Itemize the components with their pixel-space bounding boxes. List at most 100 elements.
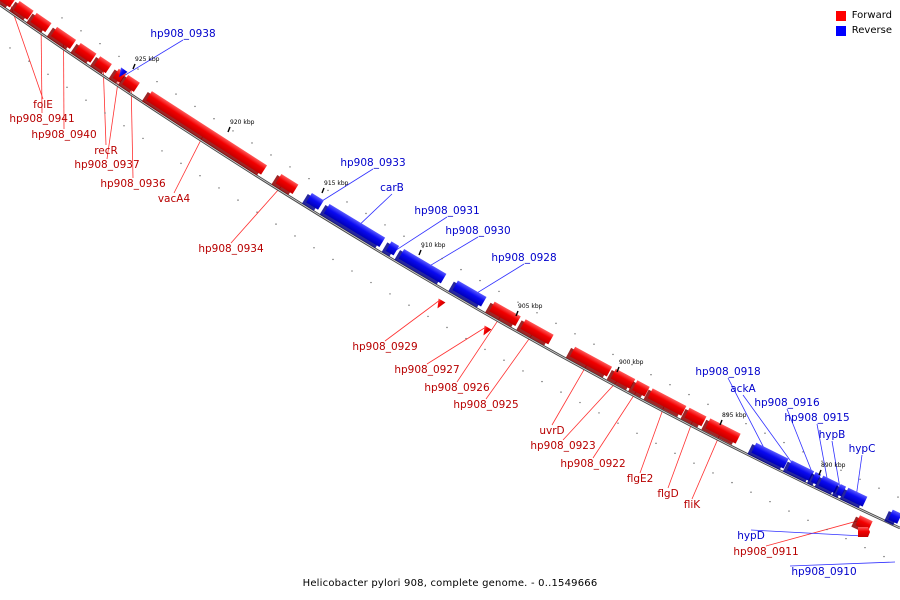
leader-recR <box>102 60 107 146</box>
gene-label-hp908_0916: hp908_0916 <box>754 397 820 409</box>
gene-label-hp908_0928: hp908_0928 <box>491 252 556 264</box>
gene-label-hypC: hypC <box>849 443 876 455</box>
legend: Forward Reverse <box>835 8 892 38</box>
gene-label-uvrD: uvrD <box>539 425 564 437</box>
leader-hp908_0928 <box>469 263 525 298</box>
gene-carB <box>319 203 386 249</box>
gene-hypD <box>858 527 870 537</box>
gene-hp908_0940 <box>46 26 77 50</box>
gene-label-hp908_0922: hp908_0922 <box>560 458 625 470</box>
gene-hp908_0941 <box>26 12 52 33</box>
legend-forward: Forward <box>835 8 892 23</box>
gene-unlabeled <box>9 1 34 21</box>
gene-hypC <box>839 487 868 509</box>
kbp-tick-mark <box>418 249 422 256</box>
leader-ackA <box>742 394 801 475</box>
gene-label-hp908_0918: hp908_0918 <box>695 366 760 378</box>
leader-hypB <box>831 440 842 495</box>
gene-hp908_0931 <box>381 241 400 257</box>
label-leader-lines <box>8 0 896 567</box>
gene-fliK <box>701 418 741 445</box>
reverse-swatch <box>835 25 846 36</box>
gene-hp908_0915 <box>814 475 840 495</box>
gene-label-hp908_0911: hp908_0911 <box>733 546 798 558</box>
kbp-tick-label: 900 kbp <box>619 359 644 366</box>
gene-recR <box>89 56 112 74</box>
gene-label-hp908_0923: hp908_0923 <box>530 440 595 452</box>
gene-label-hp908_0910: hp908_0910 <box>791 566 856 578</box>
kbp-tick-mark <box>616 366 620 373</box>
leader-hp908_0925 <box>485 327 538 400</box>
gene-label-hypB: hypB <box>819 429 846 441</box>
leader-hp908_0927 <box>426 326 487 365</box>
leader-hp908_0929 <box>384 299 441 342</box>
gene-label-hp908_0926: hp908_0926 <box>424 382 490 394</box>
gene-label-hp908_0930: hp908_0930 <box>445 225 510 237</box>
gene-hp908_0926 <box>485 301 521 328</box>
leader-hp908_0926 <box>456 309 506 383</box>
legend-reverse: Reverse <box>835 23 892 38</box>
leader-hp908_0938 <box>121 39 184 78</box>
gene-label-hp908_0940: hp908_0940 <box>31 129 96 141</box>
kbp-tick-label: 890 kbp <box>821 462 846 469</box>
leader-hp908_0918 <box>727 377 771 460</box>
gene-label-hp908_0925: hp908_0925 <box>453 399 518 411</box>
leader-hp908_0930 <box>422 236 479 271</box>
gene-label-hp908_0941: hp908_0941 <box>9 113 74 125</box>
gene-vacA4 <box>141 91 268 176</box>
gene-hp908_0936 <box>117 74 140 93</box>
kbp-tick-mark <box>515 310 519 317</box>
gene-hp908_0930 <box>394 249 447 285</box>
gene-flgE2 <box>643 388 687 418</box>
gene-label-hp908_0938: hp908_0938 <box>150 28 215 40</box>
gene-label-hp908_0937: hp908_0937 <box>74 159 139 171</box>
gene-hp908_0929 <box>437 298 446 309</box>
gene-ackA <box>782 460 815 483</box>
kbp-tick-mark <box>132 63 136 70</box>
gene-label-fliK: fliK <box>684 499 702 511</box>
kbp-tick-mark <box>227 126 231 133</box>
forward-swatch <box>835 10 846 21</box>
gene-label-flgE2: flgE2 <box>627 473 654 485</box>
gene-hp908_0934 <box>271 174 299 195</box>
kbp-ticks: 925 kbp 920 kbp 915 kbp 910 kbp 905 kbp 900 k… <box>132 56 846 476</box>
gene-label-hp908_0927: hp908_0927 <box>394 364 459 376</box>
gene-hp908_0916 <box>806 471 822 486</box>
genome-caption: Helicobacter pylori 908, complete genome… <box>302 578 598 589</box>
legend-forward-label: Forward <box>851 10 892 21</box>
gene-features <box>0 0 900 537</box>
gene-label-ackA: ackA <box>730 383 756 395</box>
gene-unlabeled <box>884 509 900 526</box>
gene-hp908_0923 <box>606 368 636 391</box>
gene-label-hp908_0915: hp908_0915 <box>784 412 849 424</box>
kbp-tick-label: 895 kbp <box>722 412 747 419</box>
gene-label-hp908_0929: hp908_0929 <box>352 341 417 353</box>
leader-hp908_0910-ext <box>789 561 896 567</box>
gene-label-hp908_0931: hp908_0931 <box>414 205 479 217</box>
gene-hp908_0927 <box>483 325 492 336</box>
kbp-tick-label: 910 kbp <box>421 242 446 249</box>
gene-hp908_0925 <box>516 319 554 346</box>
gene-label-hypD: hypD <box>737 530 765 542</box>
scale-dots <box>9 17 899 558</box>
gene-label-carB: carB <box>380 182 404 194</box>
kbp-tick-label: 925 kbp <box>135 56 160 63</box>
kbp-tick-label: 905 kbp <box>518 303 543 310</box>
legend-reverse-label: Reverse <box>851 25 892 36</box>
gene-hp908_0933 <box>302 193 324 211</box>
gene-label-folE: folE <box>33 99 53 111</box>
gene-label-hp908_0933: hp908_0933 <box>340 157 405 169</box>
leader-hp908_0922 <box>592 384 642 459</box>
kbp-tick-mark <box>719 419 723 426</box>
leader-hypD <box>750 529 864 537</box>
kbp-tick-mark <box>818 469 822 476</box>
kbp-tick-label: 915 kbp <box>324 180 349 187</box>
gene-hp908_0918 <box>747 442 789 470</box>
gene-unlabeled <box>70 43 97 64</box>
leader-hp908_0931 <box>392 216 448 253</box>
gene-label-hp908_0934: hp908_0934 <box>198 243 264 255</box>
gene-hp908_0938 <box>119 67 128 78</box>
gene-folE <box>0 0 16 9</box>
gene-hp908_0922 <box>628 380 650 398</box>
